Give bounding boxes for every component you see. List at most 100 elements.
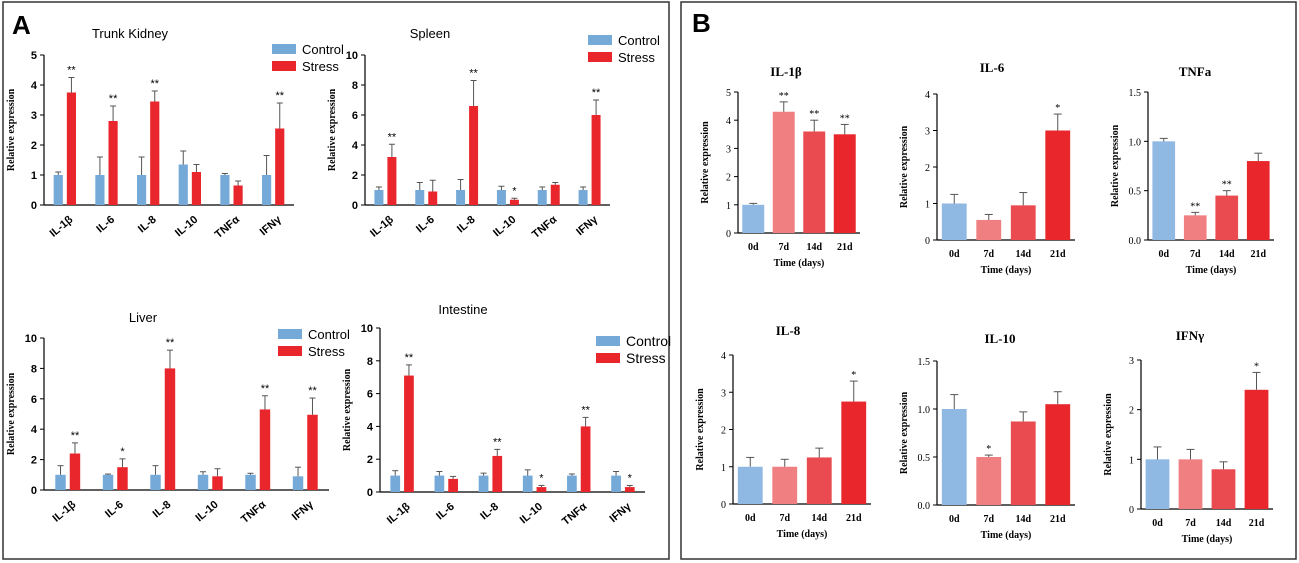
significance-label: ** bbox=[150, 78, 159, 90]
x-tick-label: 0d bbox=[748, 242, 759, 253]
bar-stress bbox=[150, 101, 160, 205]
bar-0d bbox=[941, 203, 967, 240]
significance-label: ** bbox=[166, 337, 175, 349]
y-tick-label: 0 bbox=[726, 229, 731, 240]
x-tick-label: TNFα bbox=[530, 213, 559, 240]
chart-4: 0 1 2 3 4 5 Relative expression IL-1β 0d ** 7d ** 14… bbox=[700, 64, 860, 269]
x-axis-label: Time (days) bbox=[981, 530, 1032, 541]
chart-title: IL-10 bbox=[984, 331, 1015, 346]
chart-title: Spleen bbox=[410, 26, 450, 41]
x-tick-label: IL-1β bbox=[50, 498, 78, 524]
x-tick-label: 14d bbox=[806, 242, 822, 253]
bar-control bbox=[292, 476, 304, 490]
legend-swatch-stress bbox=[278, 346, 302, 356]
bar-14d bbox=[1215, 195, 1239, 240]
bar-14d bbox=[803, 131, 826, 233]
legend-swatch-control bbox=[588, 35, 612, 45]
chart-1: 0 2 4 6 8 10 Relative expression Spleen ** IL-1β I… bbox=[327, 26, 660, 241]
x-tick-label: IFNγ bbox=[258, 213, 285, 238]
x-tick-label: IL-10 bbox=[193, 499, 220, 525]
legend-swatch-stress bbox=[272, 61, 296, 71]
x-tick-label: IFNγ bbox=[290, 498, 317, 523]
y-tick-label: 2 bbox=[1129, 406, 1134, 417]
chart-title: IL-8 bbox=[776, 323, 801, 338]
x-tick-label: IL-1β bbox=[385, 500, 413, 526]
x-tick-label: 14d bbox=[1015, 249, 1031, 260]
legend-swatch-control bbox=[278, 329, 302, 339]
bar-control bbox=[55, 474, 66, 490]
legend-label-stress: Stress bbox=[626, 350, 666, 366]
y-tick-label: 0.5 bbox=[1129, 187, 1142, 198]
legend-swatch-control bbox=[596, 336, 620, 346]
y-axis-label: Relative expression bbox=[1110, 124, 1121, 207]
x-tick-label: 14d bbox=[1015, 514, 1031, 525]
chart-title: Trunk Kidney bbox=[92, 26, 169, 41]
y-tick-label: 6 bbox=[367, 389, 373, 401]
y-tick-label: 1 bbox=[31, 170, 37, 182]
y-axis-label: Relative expression bbox=[342, 368, 353, 451]
panel-a-label: A bbox=[12, 10, 31, 40]
x-tick-label: IL-8 bbox=[136, 214, 159, 236]
bar-control bbox=[178, 164, 188, 205]
bar-control bbox=[390, 475, 401, 492]
legend-label-control: Control bbox=[308, 327, 350, 342]
chart-9: 0 1 2 3 Relative expression IFNγ 0d 7d 14d * 21d Ti… bbox=[1103, 328, 1273, 545]
significance-label: ** bbox=[469, 68, 478, 80]
y-tick-label: 3 bbox=[31, 110, 37, 122]
x-tick-label: IL-8 bbox=[455, 214, 478, 236]
chart-0: 0 1 2 3 4 5 Relative expression Trunk Kidney ** I… bbox=[6, 26, 344, 241]
significance-label: ** bbox=[109, 93, 118, 105]
bar-21d bbox=[1246, 161, 1270, 240]
x-tick-label: TNFα bbox=[560, 500, 589, 527]
chart-title: IL-1β bbox=[770, 64, 802, 79]
x-tick-label: 21d bbox=[846, 513, 862, 524]
bar-stress bbox=[550, 184, 560, 205]
y-tick-label: 2 bbox=[721, 426, 726, 437]
bar-stress bbox=[233, 185, 243, 205]
y-tick-label: 2 bbox=[31, 455, 37, 467]
bar-stress bbox=[387, 157, 397, 205]
bar-control bbox=[374, 190, 384, 205]
bar-stress bbox=[108, 121, 118, 205]
x-tick-label: 14d bbox=[1219, 249, 1235, 260]
x-axis-label: Time (days) bbox=[1186, 265, 1237, 276]
y-tick-label: 0 bbox=[1129, 505, 1134, 516]
x-tick-label: 21d bbox=[1050, 514, 1066, 525]
significance-label: * bbox=[512, 185, 517, 197]
x-tick-label: 14d bbox=[1216, 518, 1232, 529]
bar-stress bbox=[448, 478, 458, 492]
significance-label: * bbox=[539, 472, 544, 484]
y-tick-label: 5 bbox=[31, 50, 37, 62]
y-tick-label: 3 bbox=[1129, 356, 1134, 367]
y-axis-label: Relative expression bbox=[700, 121, 711, 204]
bar-0d bbox=[742, 204, 765, 233]
y-axis-label: Relative expression bbox=[695, 388, 706, 471]
y-axis-label: Relative expression bbox=[6, 372, 17, 455]
bar-21d bbox=[833, 134, 856, 233]
bar-stress bbox=[164, 368, 176, 490]
bar-control bbox=[95, 175, 105, 205]
bar-control bbox=[496, 190, 506, 205]
x-tick-label: IL-6 bbox=[434, 501, 457, 523]
y-tick-label: 4 bbox=[31, 424, 38, 436]
bar-21d bbox=[1045, 404, 1071, 505]
y-tick-label: 8 bbox=[31, 363, 37, 375]
significance-label: * bbox=[1254, 361, 1259, 372]
x-tick-label: IL-8 bbox=[151, 499, 174, 521]
bar-stress bbox=[469, 106, 479, 205]
y-tick-label: 1 bbox=[1129, 455, 1134, 466]
bar-control bbox=[567, 475, 577, 492]
legend-label-control: Control bbox=[302, 42, 344, 57]
bar-control bbox=[522, 475, 533, 492]
bar-14d bbox=[1211, 469, 1236, 509]
y-tick-label: 0.0 bbox=[918, 501, 931, 512]
y-axis-label: Relative expression bbox=[899, 391, 910, 474]
y-tick-label: 4 bbox=[721, 351, 726, 362]
y-tick-label: 10 bbox=[361, 323, 373, 335]
chart-6: 0.0 0.5 1.0 1.5 Relative expression TNFa 0d ** 7… bbox=[1110, 64, 1274, 276]
y-tick-label: 10 bbox=[346, 50, 358, 62]
x-tick-label: 21d bbox=[837, 242, 853, 253]
x-tick-label: IL-8 bbox=[478, 501, 501, 523]
